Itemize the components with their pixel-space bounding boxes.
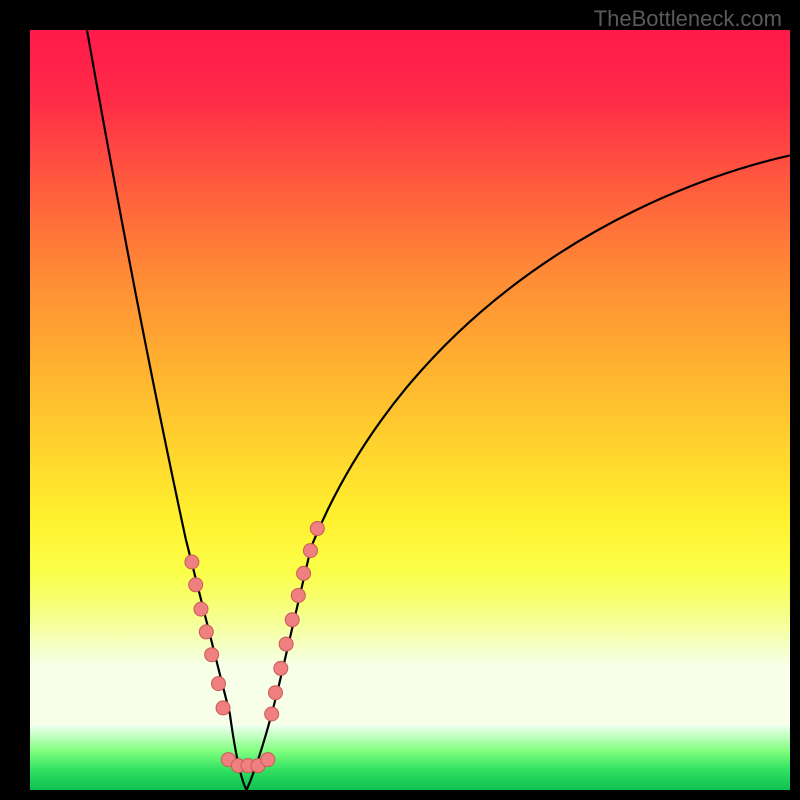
watermark-text: TheBottleneck.com bbox=[594, 6, 782, 32]
dot-right-3 bbox=[279, 637, 293, 651]
curve-left-arm bbox=[87, 30, 247, 790]
dot-right-5 bbox=[291, 588, 305, 602]
dot-right-6 bbox=[297, 566, 311, 580]
curve-overlay bbox=[30, 30, 790, 790]
dot-right-2 bbox=[274, 661, 288, 675]
dot-left-4 bbox=[205, 648, 219, 662]
dot-right-7 bbox=[303, 544, 317, 558]
dot-left-0 bbox=[185, 555, 199, 569]
dot-left-2 bbox=[194, 602, 208, 616]
plot-area bbox=[30, 30, 790, 790]
dot-left-3 bbox=[199, 625, 213, 639]
dot-right-0 bbox=[265, 707, 279, 721]
dot-left-1 bbox=[189, 578, 203, 592]
dot-right-4 bbox=[285, 613, 299, 627]
dot-right-1 bbox=[268, 686, 282, 700]
dot-left-5 bbox=[211, 677, 225, 691]
dot-right-8 bbox=[310, 522, 324, 536]
dot-left-6 bbox=[216, 701, 230, 715]
curve-right-arm bbox=[247, 155, 790, 790]
dot-bottom-4 bbox=[261, 753, 275, 767]
